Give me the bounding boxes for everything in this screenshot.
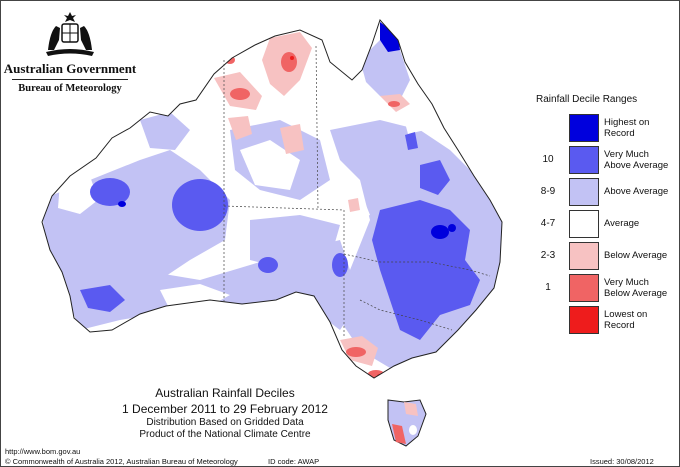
- legend-item-below: 2-3 Below Average: [528, 242, 678, 271]
- bureau-name: Bureau of Meteorology: [18, 83, 122, 94]
- website-link[interactable]: http://www.bom.gov.au: [5, 447, 81, 456]
- logo-divider: [12, 79, 128, 80]
- map-title: Australian Rainfall Deciles: [155, 386, 295, 400]
- map-subtitle: Distribution Based on Gridded Data: [146, 417, 304, 428]
- government-name: Australian Government: [3, 61, 137, 76]
- legend-title: Rainfall Decile Ranges: [536, 94, 638, 105]
- map-period: 1 December 2011 to 29 February 2012: [122, 402, 328, 416]
- legend-item-very-much-below: 1 Very Much Below Average: [528, 274, 678, 303]
- legend-item-lowest: Lowest on Record: [528, 306, 678, 335]
- map-title-block: Australian Rainfall Deciles 1 December 2…: [100, 386, 350, 441]
- map-credit: Product of the National Climate Centre: [139, 429, 311, 440]
- legend-swatch: [569, 242, 599, 270]
- legend-item-above: 8-9 Above Average: [528, 178, 678, 207]
- legend-item-very-much-above: 10 Very Much Above Average: [528, 146, 678, 175]
- rainfall-decile-map: [41, 19, 503, 447]
- legend-swatch: [569, 306, 599, 334]
- tasmania: [387, 399, 427, 447]
- state-borders: [223, 45, 491, 336]
- legend-swatch: [569, 210, 599, 238]
- id-code: ID code: AWAP: [268, 457, 320, 466]
- coat-of-arms-icon: [46, 12, 94, 56]
- copyright-notice: © Commonwealth of Australia 2012, Austra…: [5, 457, 238, 466]
- legend-swatch: [569, 274, 599, 302]
- australian-government-logo: Australian Government Bureau of Meteorol…: [0, 10, 140, 96]
- legend-swatch: [569, 146, 599, 174]
- legend-item-highest: Highest on Record: [528, 114, 678, 143]
- legend-item-average: 4-7 Average: [528, 210, 678, 239]
- legend-swatch: [569, 178, 599, 206]
- legend-swatch: [569, 114, 599, 142]
- issued-date: Issued: 30/08/2012: [590, 457, 654, 466]
